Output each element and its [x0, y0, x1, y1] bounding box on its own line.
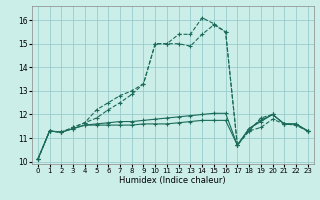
X-axis label: Humidex (Indice chaleur): Humidex (Indice chaleur)	[119, 176, 226, 185]
